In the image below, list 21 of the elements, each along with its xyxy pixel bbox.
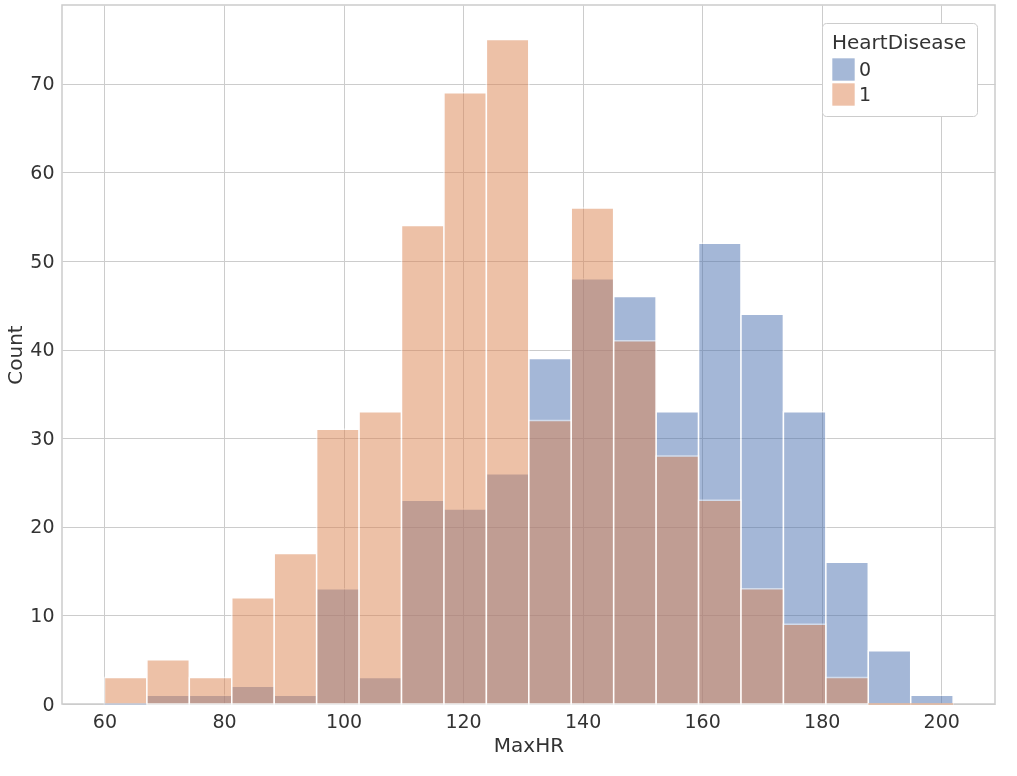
y-tick-label: 0 xyxy=(42,692,55,715)
x-tick-label: 160 xyxy=(684,709,721,732)
y-tick-label: 60 xyxy=(30,160,55,183)
x-tick-label: 60 xyxy=(92,709,118,732)
x-tick-label: 200 xyxy=(923,709,960,732)
x-tick-label: 100 xyxy=(325,709,363,732)
y-tick-label: 30 xyxy=(30,426,55,449)
x-tick-label: 140 xyxy=(564,709,602,732)
legend-label: 1 xyxy=(859,82,872,105)
y-tick-label: 50 xyxy=(30,249,55,272)
y-tick-label: 40 xyxy=(30,338,55,361)
y-tick-label: 20 xyxy=(30,515,55,538)
legend-title: HeartDisease xyxy=(832,30,967,54)
x-tick-label: 80 xyxy=(212,709,237,732)
y-tick-label: 70 xyxy=(30,72,55,95)
x-tick-label: 180 xyxy=(804,709,841,732)
x-tick-label: 120 xyxy=(445,709,482,732)
x-axis-title: MaxHR xyxy=(493,732,565,757)
y-tick-label: 10 xyxy=(30,603,55,626)
legend-label: 0 xyxy=(859,57,872,80)
y-axis-title: Count xyxy=(3,325,28,385)
